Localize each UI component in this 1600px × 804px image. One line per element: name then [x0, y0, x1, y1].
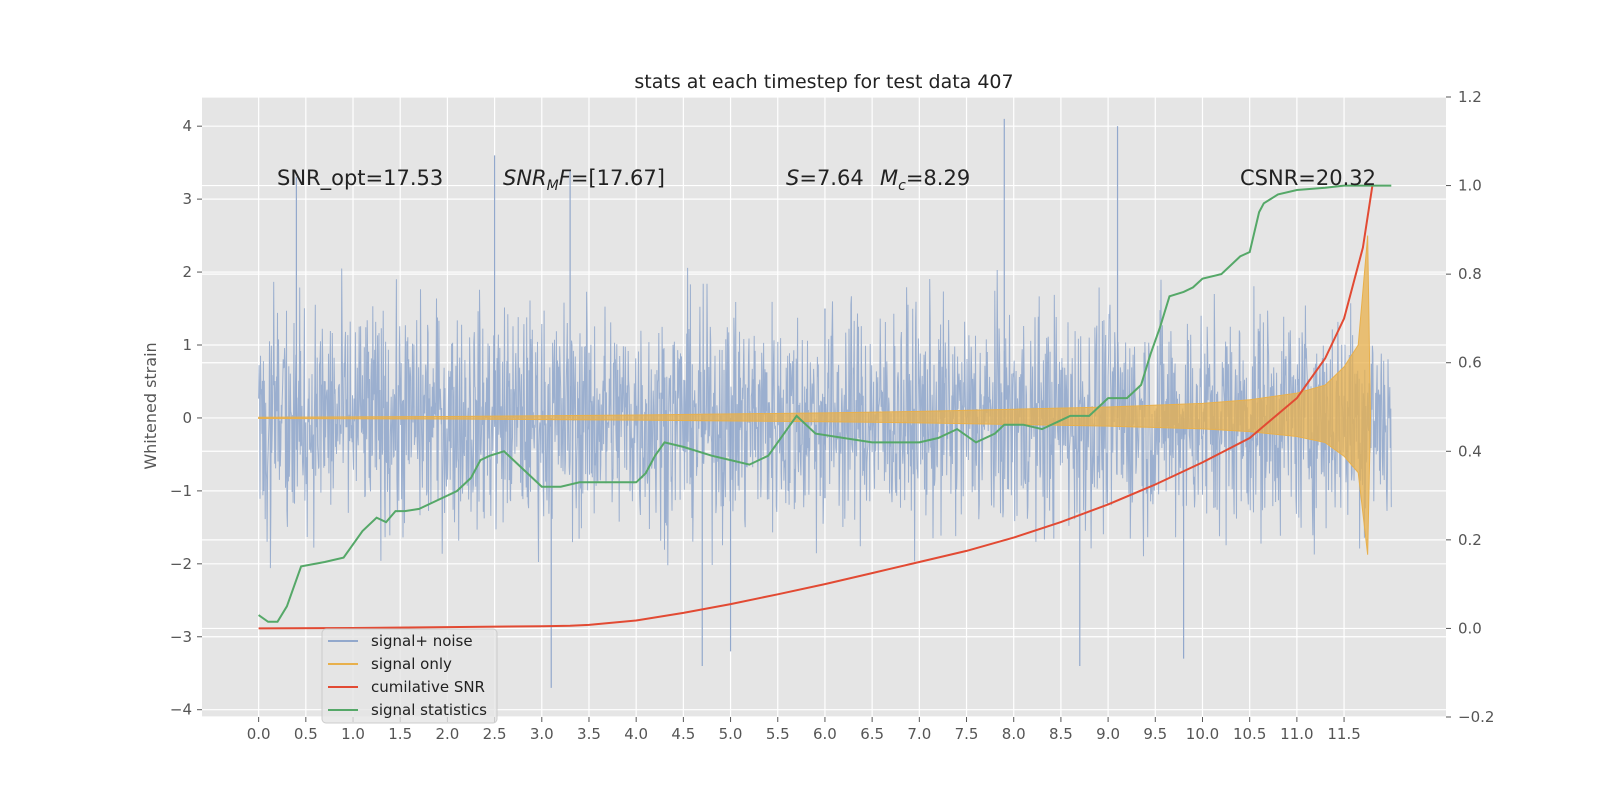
legend-label-signal-only: signal only [371, 655, 452, 673]
y2-tick-label: 0.6 [1458, 354, 1482, 372]
y2-tick-label: −0.2 [1458, 708, 1494, 726]
x-tick-label: 8.0 [1002, 725, 1026, 743]
x-tick-label: 0.5 [294, 725, 318, 743]
x-tick-label: 11.5 [1327, 725, 1360, 743]
annotation-s-symbol: S [786, 166, 799, 190]
y-tick-label: 2 [182, 263, 192, 281]
annotation-snr-mf-value: =[17.67] [571, 166, 665, 190]
series-cumulative-snr-line [258, 185, 1374, 630]
y-tick-label: −2 [170, 555, 192, 573]
y2-tick-label: 0.2 [1458, 531, 1482, 549]
series-layer [258, 118, 1392, 688]
chart-title: stats at each timestep for test data 407 [634, 71, 1013, 93]
y2-tick-label: 1.2 [1458, 88, 1482, 106]
legend-label-cumulative-snr: cumilative SNR [371, 678, 485, 696]
y-tick-label: −1 [170, 482, 192, 500]
x-tick-label: 6.0 [813, 725, 837, 743]
x-tick-label: 10.0 [1186, 725, 1219, 743]
legend-label-signal-statistics: signal statistics [371, 701, 487, 719]
y-axis-label: Whitened strain [141, 342, 160, 469]
annotation-snr-mf-subscript: M [547, 178, 559, 194]
annotation-csnr: CSNR=20.32 [1240, 166, 1376, 190]
annotation-s-value: =7.64 [799, 166, 863, 190]
x-tick-label: 10.5 [1233, 725, 1266, 743]
x-tick-label: 11.0 [1280, 725, 1313, 743]
axes: 0.0 0.5 1.0 1.5 2.0 2.5 3.0 3.5 4.0 4.5 5.0 5.5 6.0 6… [170, 88, 1495, 743]
x-tick-label: 9.5 [1143, 725, 1167, 743]
legend: signal+ noise signal only cumilative SNR… [321, 628, 498, 724]
x-tick-label: 3.5 [577, 725, 601, 743]
y2-tick-label: 0.0 [1458, 619, 1482, 637]
y2-tick-label: 0.4 [1458, 442, 1482, 460]
y-tick-label: 4 [182, 117, 192, 135]
legend-label-signal-noise: signal+ noise [371, 632, 473, 650]
y-tick-label: 3 [182, 190, 192, 208]
x-tick-label: 7.0 [907, 725, 931, 743]
annotation-mc-value: =8.29 [906, 166, 970, 190]
x-tick-label: 3.0 [530, 725, 554, 743]
y2-tick-label: 0.8 [1458, 265, 1482, 283]
x-tick-label: 6.5 [860, 725, 884, 743]
annotation-mc-symbol: M [880, 166, 898, 190]
y2-tick-label: 1.0 [1458, 177, 1482, 195]
annotation-snr-mf-symbol: SNR [503, 166, 547, 190]
x-tick-label: 1.0 [341, 725, 365, 743]
x-tick-label: 5.5 [766, 725, 790, 743]
x-tick-label: 2.5 [483, 725, 507, 743]
y-tick-label: 0 [182, 409, 192, 427]
x-tick-label: 2.0 [435, 725, 459, 743]
annotation-s: S=7.64 [786, 166, 864, 190]
x-tick-label: 4.0 [624, 725, 648, 743]
series-signal-only-area [258, 235, 1371, 555]
annotation-snr-mf-letter: F [559, 166, 572, 190]
legend-box [321, 628, 498, 724]
annotations: SNR_opt=17.53 SNRMF=[17.67] S=7.64 Mc=8.… [277, 166, 1376, 194]
x-tick-label: 8.5 [1049, 725, 1073, 743]
y-tick-label: −4 [170, 701, 192, 719]
x-tick-label: 9.0 [1096, 725, 1120, 743]
x-tick-label: 5.0 [719, 725, 743, 743]
annotation-snr-opt: SNR_opt=17.53 [277, 166, 443, 191]
annotation-mc-subscript: c [898, 178, 906, 194]
y-tick-label: −3 [170, 628, 192, 646]
x-tick-label: 0.0 [247, 725, 271, 743]
y-tick-label: 1 [182, 336, 192, 354]
x-tick-label: 4.5 [671, 725, 695, 743]
x-tick-label: 7.5 [955, 725, 979, 743]
series-signal-statistics-line [258, 184, 1392, 623]
annotation-mc: Mc=8.29 [880, 166, 970, 194]
x-tick-label: 1.5 [388, 725, 412, 743]
annotation-snr-mf: SNRMF=[17.67] [503, 166, 665, 194]
